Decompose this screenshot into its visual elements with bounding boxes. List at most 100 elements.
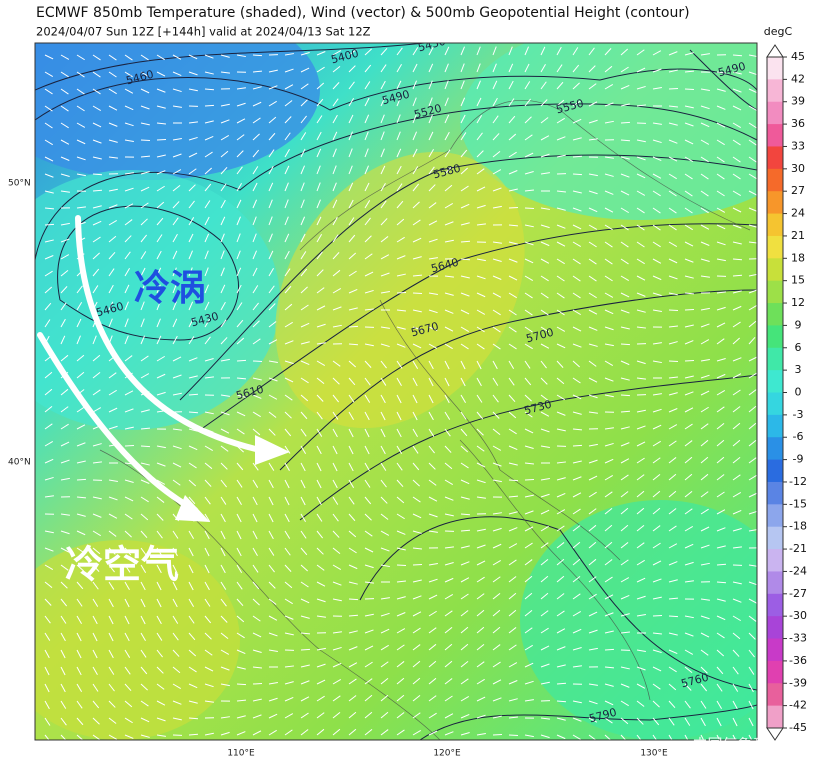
colorbar-segment <box>767 303 783 326</box>
wind-vector <box>621 344 630 345</box>
colorbar-segment <box>767 57 783 80</box>
wind-vector <box>685 89 694 90</box>
colorbar-segment <box>767 146 783 169</box>
wind-vector <box>605 649 614 650</box>
wind-vector <box>141 140 150 141</box>
lat-label: 40°N <box>8 458 31 468</box>
colorbar-tick-label: 36 <box>791 117 805 130</box>
colorbar-segment <box>767 594 783 617</box>
lon-label: 110°E <box>227 749 255 759</box>
colorbar-tick-label: -39 <box>789 676 807 689</box>
colorbar-tick-label: -9 <box>793 453 804 466</box>
wind-vector <box>413 293 422 294</box>
colorbar-segment <box>767 325 783 348</box>
colorbar-segment <box>767 393 783 416</box>
colorbar-tick-label: 9 <box>795 318 802 331</box>
title: ECMWF 850mb Temperature (shaded), Wind (… <box>36 5 690 21</box>
wind-vector <box>573 174 582 175</box>
colorbar-segment <box>767 370 783 393</box>
colorbar-tick-label: -30 <box>789 609 807 622</box>
colorbar-segment <box>767 169 783 192</box>
colorbar-tick-label: -15 <box>789 497 807 510</box>
wind-vector <box>733 275 742 276</box>
subtitle: 2024/04/07 Sun 12Z [+144h] valid at 2024… <box>36 25 371 39</box>
wind-vector <box>717 564 726 565</box>
colorbar-segment <box>767 616 783 639</box>
colorbar-segment <box>767 706 783 729</box>
wind-vector <box>685 309 694 310</box>
wind-vector <box>509 480 518 481</box>
colorbar-tick-label: -27 <box>789 587 807 600</box>
colorbar-segment <box>767 527 783 550</box>
colorbar-segment <box>767 482 783 505</box>
watermark: 中国气象爱好者 <box>692 736 797 754</box>
wind-vector <box>237 360 246 361</box>
colorbar-segment <box>767 79 783 102</box>
wind-vector <box>685 360 694 361</box>
colorbar-segment <box>767 661 783 684</box>
colorbar-segment <box>767 549 783 572</box>
colorbar-segment <box>767 437 783 460</box>
wind-vector <box>141 446 150 447</box>
colorbar-tick-label: -42 <box>789 699 807 712</box>
colorbar-tick-label: 21 <box>791 229 805 242</box>
colorbar-tick-label: 12 <box>791 296 805 309</box>
wind-vector <box>573 445 582 446</box>
lat-label: 50°N <box>8 179 31 189</box>
wind-vector <box>349 326 358 327</box>
wind-vector <box>237 684 246 685</box>
wind-vector <box>461 241 470 242</box>
colorbar-tick-label: -12 <box>789 475 807 488</box>
lon-label: 130°E <box>640 749 668 759</box>
wind-vector <box>621 122 630 123</box>
colorbar-segment <box>767 214 783 237</box>
colorbar-tick-label: 15 <box>791 274 805 287</box>
colorbar-segment <box>767 639 783 662</box>
colorbar-segment <box>767 281 783 304</box>
wind-vector <box>557 701 566 702</box>
colorbar-tick-label: -24 <box>789 564 807 577</box>
colorbar-segment <box>767 102 783 125</box>
colorbar-tick-label: 27 <box>791 184 805 197</box>
annotation: 冷空气 <box>65 543 179 587</box>
colorbar-segment <box>767 571 783 594</box>
wind-vector <box>301 649 310 650</box>
colorbar-segment <box>767 348 783 371</box>
colorbar-segment <box>767 124 783 147</box>
colorbar-tick-label: -6 <box>793 430 804 443</box>
wind-vector <box>493 734 502 735</box>
colorbar-segment <box>767 191 783 214</box>
colorbar-segment <box>767 236 783 259</box>
wind-vector <box>45 224 54 225</box>
sea-region <box>520 500 800 740</box>
colorbar-tick-label: -21 <box>789 542 807 555</box>
wind-vector <box>509 207 518 208</box>
colorbar-tick-label: -18 <box>789 520 807 533</box>
colorbar-tick-label: 30 <box>791 162 805 175</box>
colorbar-tick-label: 45 <box>791 50 805 63</box>
colorbar-tick-label: 0 <box>795 386 802 399</box>
colorbar-tick-label: 33 <box>791 139 805 152</box>
colorbar-segment <box>767 504 783 527</box>
colorbar-tick-label: 42 <box>791 72 805 85</box>
colorbar-segment <box>767 683 783 706</box>
colorbar-tick-label: -45 <box>789 721 807 734</box>
colorbar-unit: degC <box>764 25 793 38</box>
colorbar-tick-label: 6 <box>795 341 802 354</box>
colorbar: 4542393633302724211815129630-3-6-9-12-15… <box>767 45 807 740</box>
colorbar-tick-label: -3 <box>793 408 804 421</box>
wind-vector <box>621 395 630 396</box>
wind-vector <box>669 616 678 617</box>
wind-vector <box>413 564 422 565</box>
colorbar-tick-label: -36 <box>789 654 807 667</box>
wind-vector <box>509 735 518 736</box>
wind-vector <box>77 479 86 480</box>
colorbar-tick-label: 39 <box>791 95 805 108</box>
wind-vector <box>205 105 214 106</box>
lon-label: 120°E <box>433 749 461 759</box>
annotation: 冷涡 <box>134 268 206 309</box>
wind-vector <box>349 599 358 600</box>
colorbar-segment <box>767 460 783 483</box>
